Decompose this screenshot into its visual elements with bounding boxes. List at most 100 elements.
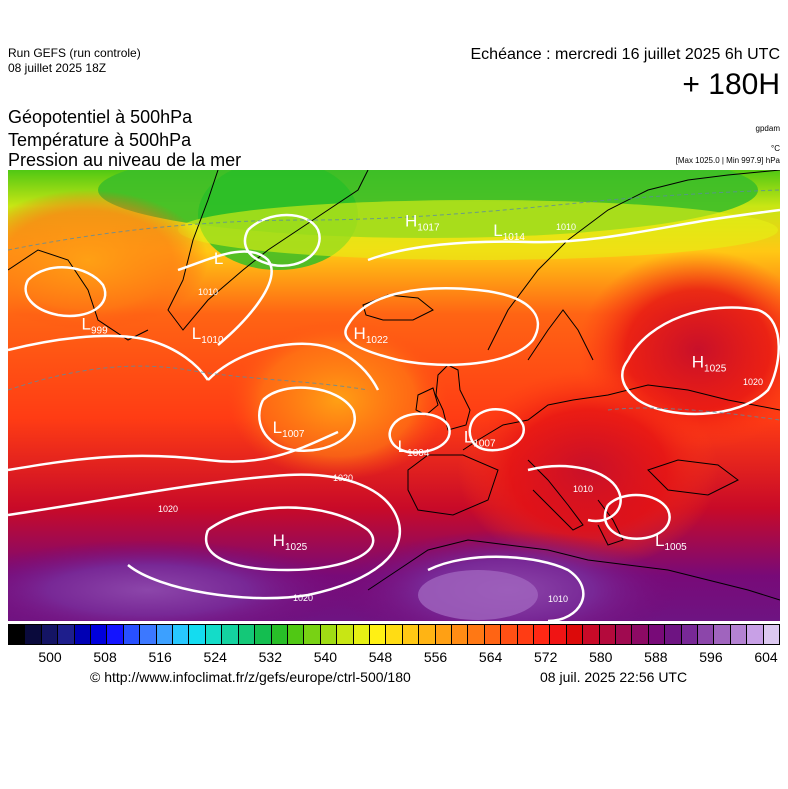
- isobar-label-group: 1020 1020 1020 1010 1010 1010 1020 1010: [158, 222, 763, 604]
- isobar-1020-mid: [8, 430, 339, 472]
- ridge-core: [418, 570, 538, 620]
- colorbar-cell: [648, 624, 666, 645]
- colorbar-cell: [255, 624, 272, 645]
- colorbar-tick-label: 580: [589, 649, 613, 665]
- forecast-valid-time: Echéance : mercredi 16 juillet 2025 6h U…: [470, 46, 781, 63]
- colorbar-cell: [484, 624, 502, 645]
- colorbar-cell: [698, 624, 715, 645]
- isobar-1015-mid: [207, 342, 380, 391]
- pressure-center-value: 1025: [285, 542, 308, 553]
- colorbar-cell: [714, 624, 731, 645]
- colorbar-cell: [205, 624, 223, 645]
- isobar-low-greenland: [243, 213, 321, 268]
- coast-north-africa: [367, 539, 780, 601]
- colorbar-tick-label: 588: [644, 649, 668, 665]
- unit-geopotential: gpdam: [755, 124, 780, 133]
- coast-black-sea: [647, 459, 739, 496]
- cool-band: [178, 200, 778, 260]
- colorbar-tick-label: 508: [93, 649, 117, 665]
- temperature-isotherms: [8, 189, 780, 421]
- isobar-label: 1010: [556, 222, 576, 232]
- colorbar-cell: [451, 624, 469, 645]
- colorbar-cell: [550, 624, 567, 645]
- pressure-center-value: 1017: [417, 222, 440, 233]
- parameter-mslp: Pression au niveau de la mer: [8, 150, 242, 170]
- coast-greenland: [167, 170, 369, 331]
- colorbar-cell: [583, 624, 600, 645]
- colorbar-cell: [566, 624, 584, 645]
- coast-ireland: [415, 387, 439, 416]
- parameter-geopotential: Géopotentiel à 500hPa: [8, 107, 193, 127]
- colorbar-cell: [681, 624, 699, 645]
- colorbar-cell: [763, 624, 781, 645]
- colorbar-cell: [402, 624, 420, 645]
- colorbar-cell: [534, 624, 551, 645]
- colorbar-cell: [156, 624, 174, 645]
- isobar-low-west: [24, 266, 107, 318]
- isobar-1010-iceland: [344, 287, 539, 367]
- isobar-1015-west: [8, 334, 210, 381]
- colorbar-cell: [189, 624, 206, 645]
- pressure-center-value: 1014: [503, 232, 526, 243]
- colorbar-cell: [337, 624, 354, 645]
- isobar-low-france: [468, 408, 525, 452]
- colorbar-cell: [616, 624, 633, 645]
- isobar-low-atlantic: [258, 386, 356, 453]
- colorbar-cell: [747, 624, 764, 645]
- isobar-1010-africa: [427, 555, 585, 621]
- colorbar-tick-label: 548: [368, 649, 393, 665]
- isobar-label: 1020: [333, 473, 353, 483]
- colorbar-cell: [386, 624, 403, 645]
- source-link[interactable]: © http://www.infoclimat.fr/z/gefs/europe…: [90, 669, 411, 685]
- colorbar-cell: [468, 624, 485, 645]
- isobar-label: 1020: [743, 377, 763, 387]
- ridge-atlantic: [8, 540, 348, 621]
- colorbar-cell: [91, 624, 108, 645]
- colorbar-cell: [8, 624, 26, 645]
- pressure-center-value: 1005: [664, 542, 687, 553]
- colorbar-tick-label: 532: [258, 649, 282, 665]
- coastlines: [8, 170, 780, 601]
- weather-map: 1020 1020 1020 1010 1010 1010 1020 1010 …: [8, 170, 780, 621]
- colorbar-cell: [74, 624, 92, 645]
- coast-europe: [462, 384, 780, 451]
- pressure-center-value: 1025: [704, 363, 727, 374]
- coast-scandinavia: [487, 170, 780, 361]
- parameter-temperature: Température à 500hPa: [8, 130, 192, 150]
- colorbar-cell: [271, 624, 288, 645]
- isobar-low-aegean: [603, 493, 671, 540]
- colorbar-cell: [435, 624, 452, 645]
- colorbar-cell: [320, 624, 338, 645]
- colorbar-cell: [222, 624, 239, 645]
- pressure-range: [Max 1025.0 | Min 997.9] hPa: [675, 156, 780, 165]
- colorbar-cell: [517, 624, 534, 645]
- generated-time: 08 juil. 2025 22:56 UTC: [540, 669, 688, 685]
- colorbar-tick-label: 572: [534, 649, 558, 665]
- pressure-centers: H1022H1025H1025H1017L1007L1004L1007L1005…: [82, 211, 727, 552]
- colorbar-cell: [25, 624, 42, 645]
- isobar-label: 1020: [293, 593, 313, 603]
- isobar-1010-balkan: [527, 464, 622, 523]
- colorbar-cell: [123, 624, 141, 645]
- isobar-1020-east: [621, 306, 780, 416]
- coast-italy: [527, 459, 584, 531]
- colorbar-cell: [173, 624, 190, 645]
- isotherm-north: [8, 189, 780, 251]
- pressure-center-value: 1007: [282, 429, 305, 440]
- colorbar-tick-label: 556: [423, 649, 448, 665]
- colorbar-cell: [369, 624, 387, 645]
- pressure-center-value: 1007: [473, 438, 496, 449]
- isobar-label: 1020: [158, 504, 178, 514]
- colorbar: [8, 624, 781, 645]
- isobars: [8, 208, 780, 621]
- isobar-label: 1010: [573, 484, 593, 494]
- colorbar-tick-label: 604: [754, 649, 778, 665]
- colorbar-tick-label: 500: [38, 649, 62, 665]
- pressure-center-value: 1022: [366, 335, 389, 346]
- isotherm-mid: [8, 365, 369, 391]
- lead-time: + 180H: [682, 68, 780, 101]
- colorbar-tick-label: 596: [699, 649, 723, 665]
- warm-west: [8, 190, 208, 330]
- colorbar-cell: [501, 624, 518, 645]
- isobar-1020-south: [8, 473, 402, 600]
